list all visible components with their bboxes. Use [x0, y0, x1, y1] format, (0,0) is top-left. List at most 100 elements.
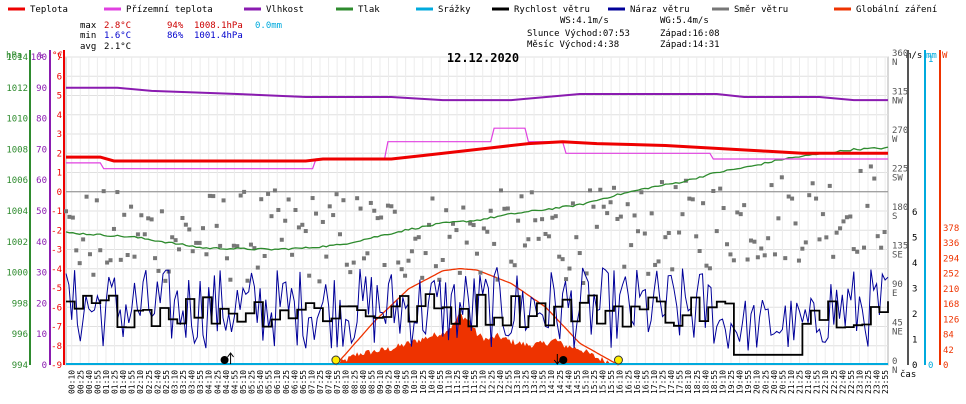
tick-direction-8: 360 [892, 49, 908, 59]
wind-direction-point [457, 270, 462, 275]
wind-direction-point [666, 230, 671, 235]
wind-direction-point [605, 211, 610, 216]
wind-direction-point [564, 277, 569, 282]
x-tick-67: 16:55 [641, 370, 650, 394]
wind-direction-point [598, 187, 603, 192]
x-tick-79: 19:55 [744, 370, 753, 394]
wind-direction-point [601, 204, 606, 209]
tick-direction-6: 270 [892, 126, 908, 136]
wind-direction-point [334, 192, 339, 197]
tick-rain-1: 1 [928, 55, 933, 65]
wind-direction-point [749, 238, 753, 243]
wind-direction-point [540, 217, 545, 222]
wind-direction-point [266, 191, 271, 196]
x-tick-20: 05:10 [239, 370, 248, 394]
wind-direction-point [204, 252, 209, 257]
wind-direction-point [159, 209, 164, 214]
x-tick-71: 17:55 [676, 370, 685, 394]
wind-direction-point [272, 188, 277, 193]
wind-direction-point [838, 226, 843, 231]
legend-label-7: Směr větru [734, 5, 788, 15]
tick-pressure-4: 1002 [6, 238, 28, 248]
x-tick-10: 02:40 [153, 370, 162, 394]
wind-direction-point [351, 260, 356, 265]
x-tick-54: 13:40 [530, 370, 539, 394]
wind-direction-point [868, 164, 873, 169]
x-tick-9: 02:25 [145, 370, 154, 394]
wind-direction-point [454, 228, 459, 233]
x-tick-18: 04:40 [222, 370, 231, 394]
x-tick-49: 12:25 [487, 370, 496, 394]
wind-direction-point [735, 210, 740, 215]
x-tick-52: 13:10 [513, 370, 522, 394]
wind-direction-point [303, 229, 308, 234]
wind-direction-point [594, 224, 599, 229]
legend-label-0: Teplota [30, 5, 68, 15]
x-tick-15: 03:55 [196, 370, 205, 394]
wind-direction-point [615, 216, 620, 221]
wind-direction-point [687, 196, 692, 201]
tick-radiation-2: 84 [943, 331, 954, 341]
wind-direction-point [242, 189, 247, 194]
wind-direction-point [382, 263, 387, 268]
wind-direction-point [574, 235, 579, 240]
tick-wind-2: 2 [912, 310, 917, 320]
wind-direction-point [300, 222, 305, 227]
x-tick-91: 22:55 [847, 370, 856, 394]
wind-direction-point [317, 279, 322, 284]
wind-direction-point [588, 188, 593, 193]
x-tick-38: 09:40 [393, 370, 402, 394]
wind-direction-point [427, 222, 432, 227]
tick-wind-3: 3 [912, 285, 917, 295]
x-tick-66: 16:40 [633, 370, 642, 394]
wind-direction-point [101, 189, 106, 194]
wind-direction-point [550, 215, 555, 220]
tick-temperature-6: -3 [51, 246, 62, 256]
wind-direction-point [132, 254, 137, 259]
x-tick-50: 12:40 [496, 370, 505, 394]
tick-pressure-3: 1000 [6, 269, 28, 279]
tick-humidity-4: 40 [36, 238, 47, 248]
wind-direction-point [290, 252, 295, 257]
wind-direction-point [77, 261, 82, 266]
axis-unit-humidity: % [38, 51, 44, 61]
x-tick-29: 07:25 [316, 370, 325, 394]
wind-direction-point [858, 168, 863, 173]
wind-direction-point [74, 248, 79, 253]
wind-direction-point [259, 197, 264, 202]
wind-direction-point [283, 218, 288, 223]
wind-direction-point [793, 221, 798, 226]
wind-direction-point [659, 180, 664, 185]
wind-direction-point [612, 185, 616, 190]
wind-direction-point [786, 194, 791, 199]
x-tick-0: 00:10 [68, 370, 77, 394]
tick-direction-2: 90 [892, 280, 903, 290]
x-tick-76: 19:10 [718, 370, 727, 394]
x-tick-39: 09:55 [402, 370, 411, 394]
info-moonrise: Měsíc Východ:4:38 [527, 40, 619, 50]
tick-direction-1: 45 [892, 319, 903, 329]
x-tick-61: 15:25 [590, 370, 599, 394]
wind-direction-point [831, 254, 836, 259]
wind-direction-point [228, 277, 233, 282]
wind-direction-point [814, 196, 819, 201]
stat-rain-max: 0.0mm [255, 21, 282, 31]
x-tick-33: 08:25 [350, 370, 359, 394]
series-ground-temperature [66, 127, 888, 170]
wind-direction-point [663, 235, 668, 240]
wind-direction-point [447, 234, 452, 239]
x-tick-85: 21:25 [796, 370, 805, 394]
tick-radiation-4: 168 [943, 300, 959, 310]
tick-direction-5: 225 [892, 165, 908, 175]
wind-direction-point [296, 225, 301, 230]
sunrise-marker [331, 355, 341, 365]
wind-direction-point [64, 209, 68, 214]
wind-direction-point [629, 243, 634, 248]
wind-direction-point [807, 193, 812, 198]
sunset-marker [613, 355, 623, 365]
wind-direction-point [570, 201, 575, 206]
axis-unit-wind: m/s [906, 51, 922, 61]
tick-pressure-6: 1006 [6, 176, 28, 186]
wind-direction-point [742, 203, 747, 208]
moonset-arrow-head [553, 359, 561, 365]
